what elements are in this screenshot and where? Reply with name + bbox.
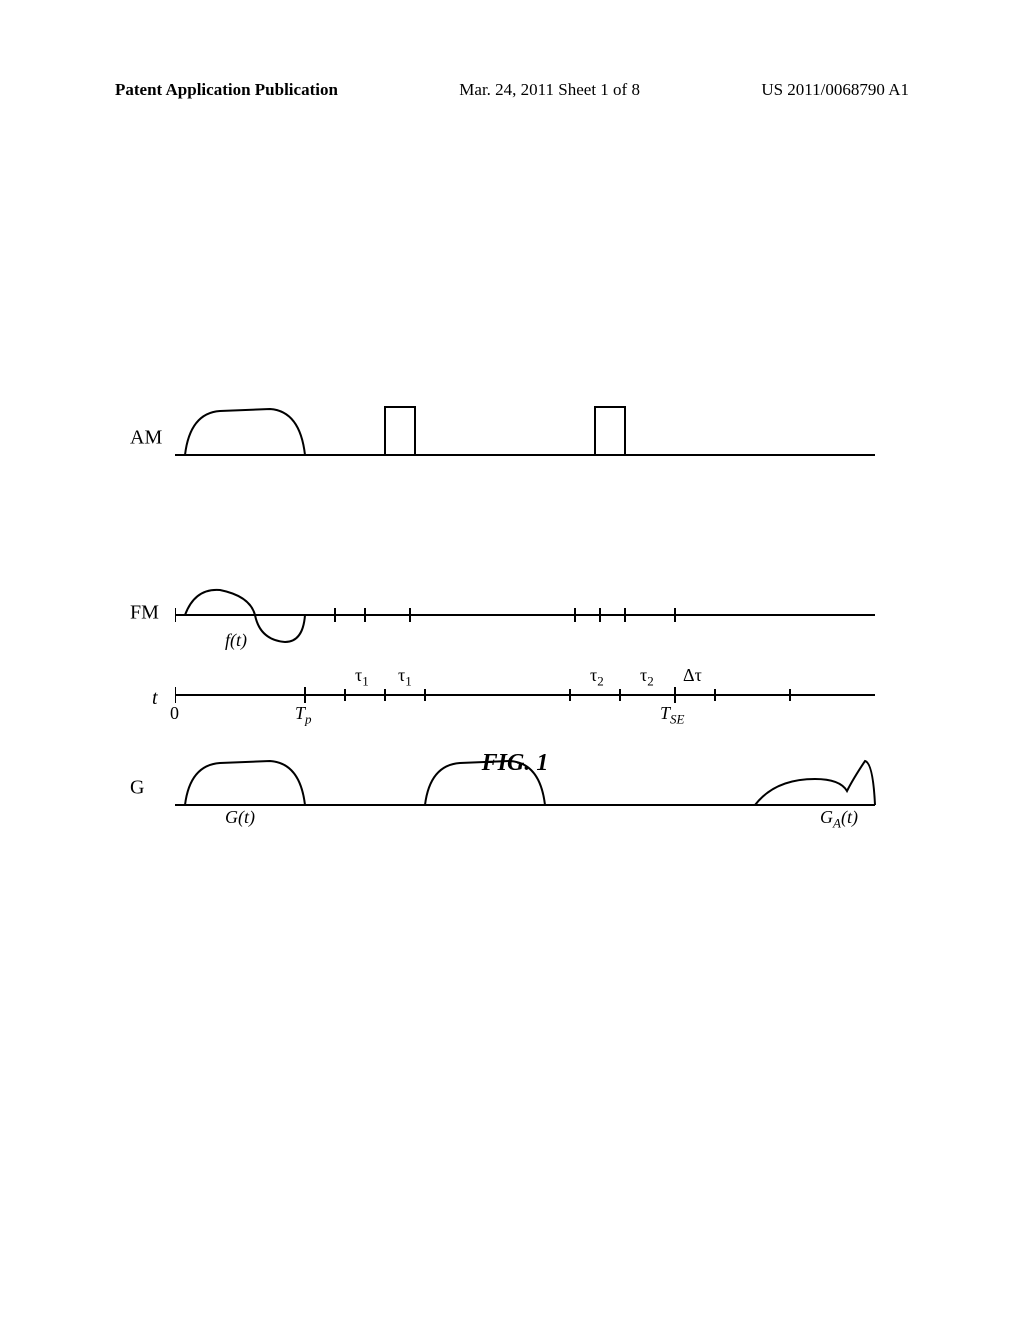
tick-tau1-a: τ1 xyxy=(355,665,369,690)
timeline-axis xyxy=(175,675,895,735)
fm-sublabel: f(t) xyxy=(225,630,247,651)
fm-label: FM xyxy=(130,601,159,624)
tick-zero: 0 xyxy=(170,703,179,724)
t-axis-label: t xyxy=(152,687,158,710)
header-left: Patent Application Publication xyxy=(115,80,338,100)
tick-tp: Tp xyxy=(295,703,312,728)
fm-row: FM f(t) xyxy=(140,570,890,655)
pulse-sequence-diagram: AM FM xyxy=(140,395,890,650)
fm-waveform xyxy=(175,570,895,655)
g-label: G xyxy=(130,776,144,799)
tick-tau1-b: τ1 xyxy=(398,665,412,690)
am-row: AM xyxy=(140,395,890,480)
tick-tse: TSE xyxy=(660,703,684,728)
header-right: US 2011/0068790 A1 xyxy=(761,80,909,100)
tick-tau2-a: τ2 xyxy=(590,665,604,690)
g-sublabel-right: GA(t) xyxy=(820,807,858,832)
timeline-row: t 0 Tp TSE xyxy=(140,675,890,735)
tick-dtau: Δτ xyxy=(683,665,702,686)
page-header: Patent Application Publication Mar. 24, … xyxy=(0,80,1024,100)
am-waveform xyxy=(175,395,895,480)
figure-caption: FIG. 1 xyxy=(140,750,890,777)
g-sublabel-left: G(t) xyxy=(225,807,255,828)
header-center: Mar. 24, 2011 Sheet 1 of 8 xyxy=(459,80,640,100)
tick-tau2-b: τ2 xyxy=(640,665,654,690)
am-label: AM xyxy=(130,426,162,449)
